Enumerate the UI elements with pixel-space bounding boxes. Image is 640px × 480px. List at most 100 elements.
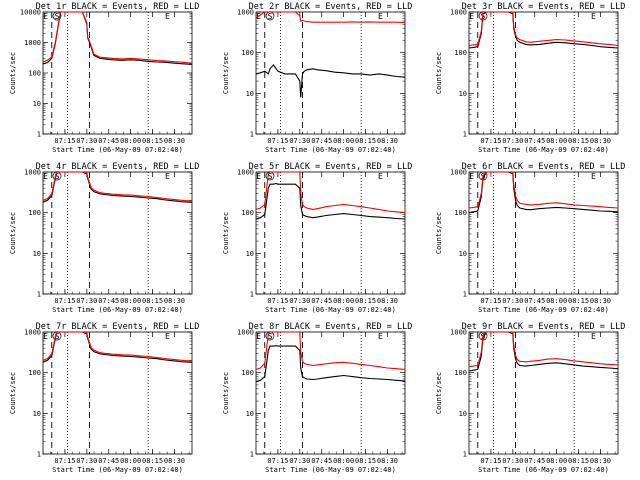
panel-det-3: Det 3r BLACK = Events, RED = LLD 1 10 100 10… — [435, 2, 625, 154]
panel-det-6: Det 6r BLACK = Events, RED = LLD 1 10 100 10… — [435, 162, 625, 314]
x-tick-label: 07:45 — [524, 297, 545, 305]
x-tick-label: 08:30 — [590, 137, 611, 145]
panel-title: Det 9r BLACK = Events, RED = LLD — [462, 322, 626, 332]
plot-frame — [468, 331, 619, 455]
x-tick-label: 07:15 — [267, 297, 288, 305]
x-tick-label: 07:30 — [289, 297, 310, 305]
x-tick-label: 07:15 — [54, 137, 75, 145]
marker-label-s: S — [55, 172, 60, 181]
x-tick-label: 07:30 — [502, 137, 523, 145]
x-tick-label: 08:30 — [377, 297, 398, 305]
x-tick-label: 07:45 — [524, 457, 545, 465]
panel-det-2: Det 2r BLACK = Events, RED = LLD 1 10 100 10… — [222, 2, 412, 154]
y-tick-label: 10 — [459, 410, 467, 418]
panel-title: Det 6r BLACK = Events, RED = LLD — [462, 162, 626, 172]
x-axis-label: Start Time (06-May-09 07:02:40) — [478, 466, 609, 474]
y-tick-label: 10 — [33, 250, 41, 258]
x-tick-label: 07:45 — [98, 137, 119, 145]
x-tick-label: 08:00 — [546, 297, 567, 305]
x-tick-label: 07:30 — [76, 297, 97, 305]
events-series-line — [256, 64, 405, 98]
y-tick-label: 1000 — [450, 169, 467, 177]
panel-det-7: Det 7r BLACK = Events, RED = LLD 1 10 100 10… — [9, 322, 199, 474]
lld-series-line — [43, 332, 192, 362]
y-axis-label: Counts/sec — [435, 52, 443, 94]
x-tick-label: 08:00 — [120, 457, 141, 465]
y-tick-label: 10 — [33, 410, 41, 418]
x-tick-label: 08:15 — [142, 297, 163, 305]
events-series-line — [469, 172, 618, 214]
y-tick-label: 100 — [28, 209, 41, 217]
marker-label-e: E — [591, 12, 596, 21]
events-series-line — [43, 332, 192, 363]
y-tick-label: 1000 — [24, 39, 41, 47]
x-tick-label: 07:30 — [502, 297, 523, 305]
marker-label-s: S — [55, 332, 60, 341]
y-tick-label: 1000 — [450, 9, 467, 17]
x-axis-label: Start Time (06-May-09 07:02:40) — [52, 146, 183, 154]
plot-frame — [255, 171, 406, 295]
x-tick-label: 08:30 — [590, 457, 611, 465]
y-tick-label: 1 — [250, 451, 254, 459]
y-tick-label: 100 — [241, 209, 254, 217]
panel-det-5: Det 5r BLACK = Events, RED = LLD 1 10 100 10… — [222, 162, 412, 314]
lld-series-line — [256, 12, 405, 24]
lld-series-line — [256, 332, 405, 370]
panel-title: Det 1r BLACK = Events, RED = LLD — [36, 2, 200, 12]
x-tick-label: 08:15 — [568, 137, 589, 145]
x-tick-label: 08:15 — [355, 457, 376, 465]
x-tick-label: 07:15 — [480, 457, 501, 465]
panel-title: Det 4r BLACK = Events, RED = LLD — [36, 162, 200, 172]
y-tick-label: 1 — [37, 131, 41, 139]
x-tick-label: 07:45 — [311, 457, 332, 465]
events-series-line — [469, 332, 618, 372]
x-tick-label: 08:00 — [546, 137, 567, 145]
plot-frame — [42, 11, 193, 135]
x-tick-label: 07:30 — [502, 457, 523, 465]
panel-det-8: Det 8r BLACK = Events, RED = LLD 1 10 100 10… — [222, 322, 412, 474]
y-axis-label: Counts/sec — [9, 372, 17, 414]
x-tick-label: 08:30 — [164, 297, 185, 305]
y-tick-label: 10 — [459, 90, 467, 98]
y-axis-label: Counts/sec — [9, 212, 17, 254]
panel-det-4: Det 4r BLACK = Events, RED = LLD 1 10 100 10… — [9, 162, 199, 314]
y-tick-label: 1000 — [24, 329, 41, 337]
lld-series-line — [469, 332, 618, 368]
plot-frame — [42, 331, 193, 455]
saa-marker-circle — [52, 11, 62, 21]
y-tick-label: 10 — [246, 90, 254, 98]
x-tick-label: 08:00 — [120, 137, 141, 145]
events-series-line — [43, 172, 192, 203]
x-axis-label: Start Time (06-May-09 07:02:40) — [478, 306, 609, 314]
y-tick-label: 1 — [250, 291, 254, 299]
marker-label-e: E — [591, 332, 596, 341]
lld-series-line — [469, 12, 618, 47]
x-tick-label: 08:00 — [333, 457, 354, 465]
panel-title: Det 3r BLACK = Events, RED = LLD — [462, 2, 626, 12]
x-tick-label: 08:15 — [568, 457, 589, 465]
plot-frame — [255, 11, 406, 135]
y-tick-label: 1000 — [24, 169, 41, 177]
y-tick-label: 1 — [463, 451, 467, 459]
y-tick-label: 1 — [250, 131, 254, 139]
marker-label-s: S — [268, 332, 273, 341]
y-axis-label: Counts/sec — [435, 212, 443, 254]
y-tick-label: 10 — [33, 100, 41, 108]
x-tick-label: 08:00 — [333, 137, 354, 145]
plot-frame — [468, 11, 619, 135]
marker-label-e: E — [43, 332, 48, 341]
y-tick-label: 1 — [37, 451, 41, 459]
marker-label-e: E — [256, 172, 261, 181]
y-tick-label: 100 — [241, 369, 254, 377]
y-axis-label: Counts/sec — [222, 212, 230, 254]
x-tick-label: 07:15 — [54, 297, 75, 305]
x-tick-label: 07:30 — [289, 137, 310, 145]
x-tick-label: 07:30 — [289, 457, 310, 465]
x-axis-label: Start Time (06-May-09 07:02:40) — [265, 466, 396, 474]
lld-series-line — [43, 12, 192, 64]
marker-label-e: E — [43, 12, 48, 21]
x-tick-label: 08:00 — [120, 297, 141, 305]
y-tick-label: 100 — [454, 209, 467, 217]
marker-label-e: E — [469, 332, 474, 341]
